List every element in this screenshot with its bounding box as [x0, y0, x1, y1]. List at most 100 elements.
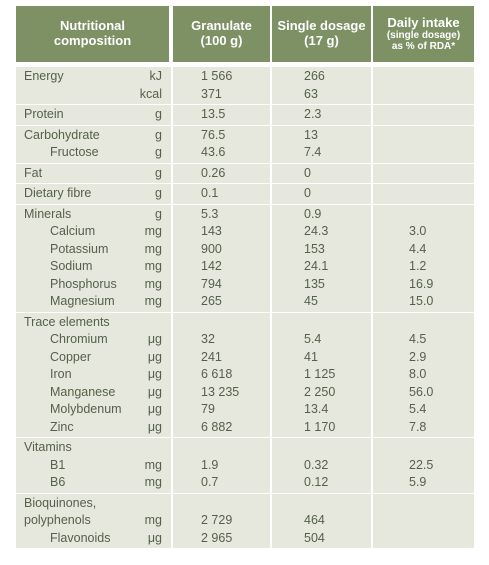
value-granulate: 13 235	[201, 384, 240, 399]
value-single-dosage: 0	[304, 165, 311, 180]
row-unit: mg	[144, 259, 162, 273]
row-label: Trace elements	[24, 314, 110, 329]
column-divider	[171, 184, 272, 204]
column-divider	[371, 204, 476, 312]
row-label: Protein	[24, 107, 64, 121]
row-label: Phosphorus	[50, 276, 117, 291]
value-single-dosage: 7.4	[304, 145, 322, 159]
header-single-line1: Single dosage	[277, 18, 366, 34]
table-row: Trace elements	[16, 314, 474, 332]
table-row: polyphenols mg 2 729 464	[16, 512, 474, 530]
header-composition: Nutritional composition	[16, 6, 169, 62]
value-single-dosage: 13.4	[304, 402, 329, 416]
table-section: Vitamins B1 mg 1.9 0.32 22.5 B6 mg 0.7 0.12 5.9	[16, 438, 474, 494]
row-unit: mg	[144, 224, 162, 238]
row-unit: μg	[147, 419, 162, 434]
table-section: Energy kJ 1 566 266 kcal 371 63	[16, 67, 474, 105]
row-label: Bioquinones,	[24, 495, 97, 510]
table-row: Phosphorus mg 794 135 16.9	[16, 276, 474, 294]
table-row: Magnesium mg 265 45 15.0	[16, 293, 474, 311]
table-row: Iron μg 6 618 1 125 8.0	[16, 366, 474, 384]
value-granulate: 794	[201, 276, 222, 291]
value-single-dosage: 135	[304, 276, 325, 291]
column-divider	[270, 438, 373, 493]
value-single-dosage: 2 250	[304, 384, 336, 399]
table-section: Minerals g 5.3 0.9 Calcium mg 143 24.3 3.0 Potass…	[16, 204, 476, 313]
column-divider	[270, 493, 373, 548]
table-row: Copper μg 241 41 2.9	[16, 349, 474, 367]
column-divider	[270, 67, 373, 104]
row-label: Carbohydrate	[24, 127, 100, 142]
value-single-dosage: 45	[304, 294, 318, 308]
value-granulate: 0.26	[201, 165, 226, 180]
column-divider	[171, 204, 272, 312]
column-divider	[270, 163, 373, 183]
row-unit: μg	[147, 332, 162, 346]
value-single-dosage: 5.4	[304, 332, 322, 346]
value-single-dosage: 24.1	[304, 259, 329, 273]
row-label: Flavonoids	[50, 530, 111, 545]
table-row: Minerals g 5.3 0.9	[16, 206, 474, 224]
value-single-dosage: 41	[304, 349, 318, 364]
column-divider	[371, 438, 476, 493]
value-granulate: 76.5	[201, 127, 226, 142]
row-label: Calcium	[50, 224, 96, 238]
table-section: Protein g 13.5 2.3	[16, 105, 474, 126]
table-row: Zinc μg 6 882 1 170 7.8	[16, 419, 474, 437]
value-granulate: 13.5	[201, 107, 226, 121]
table-row: Energy kJ 1 566 266	[16, 68, 474, 86]
row-unit: g	[155, 107, 162, 121]
column-divider	[171, 493, 272, 548]
value-daily-intake: 4.5	[409, 332, 427, 346]
table-body: Energy kJ 1 566 266 kcal 371 63 Protein g 13.5 2.3…	[16, 67, 474, 549]
column-divider	[171, 125, 272, 163]
value-single-dosage: 464	[304, 513, 325, 527]
value-granulate: 143	[201, 224, 222, 238]
value-single-dosage: 1 125	[304, 367, 336, 381]
table-row: Dietary fibre g 0.1 0	[16, 185, 474, 203]
value-single-dosage: 504	[304, 530, 325, 545]
table-row: Calcium mg 143 24.3 3.0	[16, 223, 474, 241]
header-composition-line2: composition	[53, 33, 132, 48]
row-unit: mg	[144, 475, 162, 489]
value-daily-intake: 5.4	[409, 402, 427, 416]
header-single-dosage: Single dosage (17 g)	[272, 6, 371, 62]
column-divider	[270, 204, 373, 312]
column-divider	[371, 312, 476, 437]
row-unit: g	[155, 186, 162, 200]
row-unit: μg	[147, 530, 162, 545]
row-unit: kJ	[149, 69, 163, 83]
table-row: B6 mg 0.7 0.12 5.9	[16, 474, 474, 492]
table-row: Carbohydrate g 76.5 13	[16, 127, 474, 145]
header-granulate: Granulate (100 g)	[173, 6, 270, 62]
value-granulate: 43.6	[201, 145, 226, 159]
column-divider	[171, 312, 272, 437]
row-unit: mg	[144, 457, 162, 472]
value-granulate: 1 566	[201, 69, 233, 83]
row-unit: mg	[144, 276, 162, 291]
table-row: Chromium μg 32 5.4 4.5	[16, 331, 474, 349]
header-composition-line1: Nutritional	[60, 18, 125, 34]
row-label: Molybdenum	[50, 402, 122, 416]
column-divider	[371, 493, 476, 548]
row-label: Fructose	[50, 145, 99, 159]
value-granulate: 241	[201, 349, 222, 364]
column-divider	[270, 312, 373, 437]
value-daily-intake: 5.9	[409, 475, 427, 489]
column-divider	[270, 105, 373, 125]
value-granulate: 79	[201, 402, 215, 416]
value-daily-intake: 16.9	[409, 276, 434, 291]
table-row: Manganese μg 13 235 2 250 56.0	[16, 384, 474, 402]
value-daily-intake: 1.2	[409, 259, 427, 273]
column-divider	[371, 163, 476, 183]
table-row: Bioquinones,	[16, 495, 474, 513]
value-single-dosage: 266	[304, 69, 325, 83]
row-unit: kcal	[139, 86, 162, 101]
row-label: Manganese	[50, 384, 116, 399]
column-divider	[371, 125, 476, 163]
row-label: Zinc	[50, 419, 74, 434]
value-single-dosage: 0.9	[304, 206, 322, 221]
value-single-dosage: 13	[304, 127, 318, 142]
table-row: Protein g 13.5 2.3	[16, 106, 474, 124]
value-single-dosage: 0	[304, 186, 311, 200]
